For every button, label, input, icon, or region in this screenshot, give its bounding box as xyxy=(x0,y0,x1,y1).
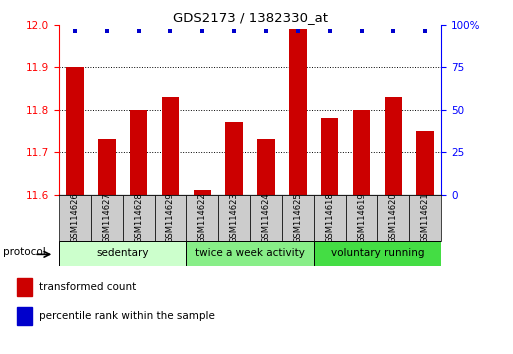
Bar xyxy=(314,241,441,266)
Text: percentile rank within the sample: percentile rank within the sample xyxy=(39,310,215,321)
Bar xyxy=(218,195,250,241)
Text: GSM114624: GSM114624 xyxy=(262,192,270,243)
Text: protocol: protocol xyxy=(3,247,46,257)
Bar xyxy=(385,97,402,195)
Bar xyxy=(186,241,314,266)
Bar xyxy=(186,195,218,241)
Bar xyxy=(130,110,147,195)
Bar xyxy=(123,195,154,241)
Text: sedentary: sedentary xyxy=(96,248,149,258)
Text: GSM114623: GSM114623 xyxy=(230,192,239,243)
Bar xyxy=(66,67,84,195)
Text: GSM114627: GSM114627 xyxy=(102,192,111,243)
Bar xyxy=(321,118,339,195)
Bar xyxy=(250,195,282,241)
Bar xyxy=(289,29,307,195)
Text: transformed count: transformed count xyxy=(39,282,136,292)
Text: GSM114625: GSM114625 xyxy=(293,192,302,243)
Text: GSM114622: GSM114622 xyxy=(198,192,207,243)
Text: GSM114618: GSM114618 xyxy=(325,192,334,243)
Bar xyxy=(59,195,91,241)
Bar xyxy=(378,195,409,241)
Bar xyxy=(162,97,179,195)
Bar xyxy=(314,195,346,241)
Bar xyxy=(257,139,275,195)
Bar xyxy=(17,278,32,296)
Bar xyxy=(154,195,186,241)
Bar xyxy=(346,195,378,241)
Text: GSM114629: GSM114629 xyxy=(166,192,175,243)
Text: GSM114628: GSM114628 xyxy=(134,192,143,243)
Title: GDS2173 / 1382330_at: GDS2173 / 1382330_at xyxy=(172,11,328,24)
Text: GSM114619: GSM114619 xyxy=(357,192,366,243)
Bar xyxy=(409,195,441,241)
Text: twice a week activity: twice a week activity xyxy=(195,248,305,258)
Bar xyxy=(417,131,434,195)
Bar xyxy=(91,195,123,241)
Bar xyxy=(17,307,32,325)
Bar xyxy=(282,195,314,241)
Text: GSM114626: GSM114626 xyxy=(70,192,80,243)
Text: GSM114620: GSM114620 xyxy=(389,192,398,243)
Text: voluntary running: voluntary running xyxy=(331,248,424,258)
Bar xyxy=(98,139,115,195)
Bar xyxy=(353,110,370,195)
Bar xyxy=(225,122,243,195)
Text: GSM114621: GSM114621 xyxy=(421,192,430,243)
Bar xyxy=(193,190,211,195)
Bar xyxy=(59,241,186,266)
